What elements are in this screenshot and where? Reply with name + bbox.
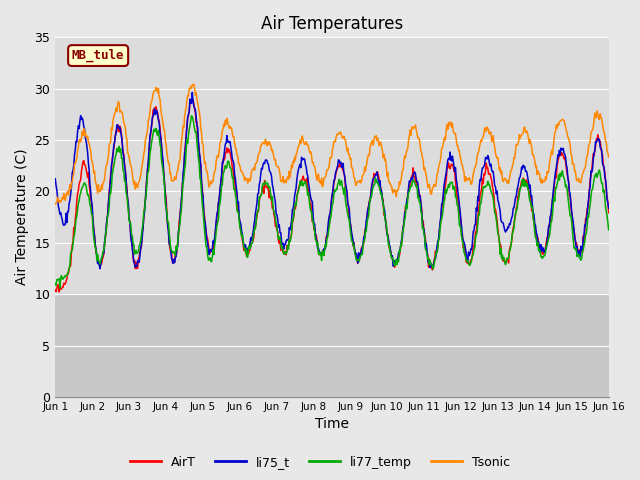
- Bar: [55, 294, 609, 397]
- Bar: [55, 294, 609, 397]
- Legend: AirT, li75_t, li77_temp, Tsonic: AirT, li75_t, li77_temp, Tsonic: [125, 451, 515, 474]
- Y-axis label: Air Temperature (C): Air Temperature (C): [15, 149, 29, 286]
- X-axis label: Time: Time: [315, 418, 349, 432]
- Title: Air Temperatures: Air Temperatures: [261, 15, 403, 33]
- Text: MB_tule: MB_tule: [72, 49, 124, 62]
